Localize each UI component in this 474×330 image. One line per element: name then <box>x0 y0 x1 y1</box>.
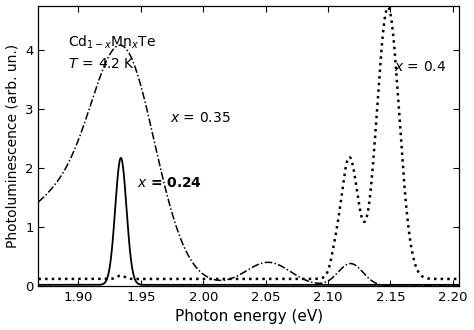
Text: $T\,{=}\,$4.2 K: $T\,{=}\,$4.2 K <box>68 57 136 71</box>
Text: $x$ = 0.24: $x$ = 0.24 <box>137 176 202 190</box>
Text: $x$ = 0.4: $x$ = 0.4 <box>394 59 447 74</box>
X-axis label: Photon energy (eV): Photon energy (eV) <box>175 310 323 324</box>
Text: $x$ = 0.35: $x$ = 0.35 <box>170 111 230 125</box>
Text: Cd$_{1-x}$Mn$_x$Te: Cd$_{1-x}$Mn$_x$Te <box>68 33 157 51</box>
Y-axis label: Photoluminescence (arb. un.): Photoluminescence (arb. un.) <box>6 44 19 248</box>
